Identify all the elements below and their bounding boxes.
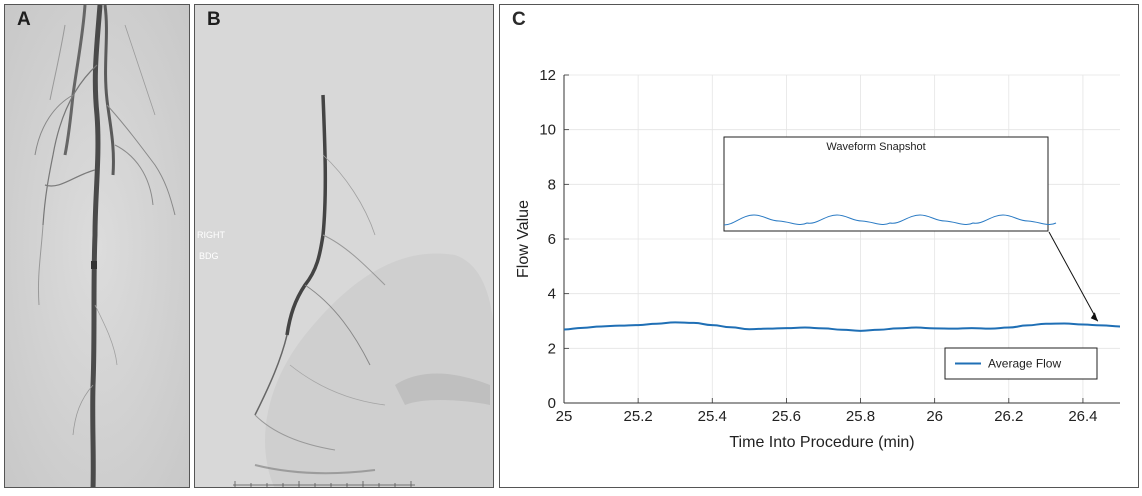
x-tick-label: 25 bbox=[556, 408, 573, 425]
x-tick-label: 26.2 bbox=[994, 408, 1023, 425]
y-tick-label: 10 bbox=[539, 122, 556, 139]
x-tick-label: 25.8 bbox=[846, 408, 875, 425]
y-tick-label: 6 bbox=[548, 231, 556, 248]
y-axis-label: Flow Value bbox=[515, 200, 532, 278]
y-tick-label: 4 bbox=[548, 286, 556, 303]
panel-a-angiogram: A bbox=[4, 4, 190, 488]
y-tick-label: 0 bbox=[548, 395, 556, 412]
inset-title: Waveform Snapshot bbox=[826, 141, 925, 153]
angiogram-image-a bbox=[5, 5, 189, 487]
y-tick-label: 8 bbox=[548, 176, 556, 193]
y-tick-label: 2 bbox=[548, 340, 556, 357]
panel-b-angiogram: B RIGHT BDG bbox=[194, 4, 494, 488]
panel-c-label: C bbox=[512, 9, 526, 30]
inset-box bbox=[723, 136, 1049, 232]
inset-waveform bbox=[723, 214, 1057, 226]
x-axis-label: Time Into Procedure (min) bbox=[729, 434, 914, 451]
series-line-average-flow bbox=[563, 321, 1121, 332]
legend-label: Average Flow bbox=[988, 357, 1061, 371]
y-tick-label: 12 bbox=[539, 67, 556, 84]
x-tick-label: 25.6 bbox=[772, 408, 801, 425]
inset-arrow-head bbox=[1090, 312, 1098, 322]
x-tick-label: 26.4 bbox=[1068, 408, 1097, 425]
panel-a-label: A bbox=[17, 9, 31, 30]
x-tick-label: 26 bbox=[926, 408, 943, 425]
flow-chart: 25 25.2 25.4 25.6 25.8 26 26.2 26.4 0 2 4 6 8 10 12 Tim… bbox=[515, 67, 1121, 451]
x-tick-label: 25.2 bbox=[624, 408, 653, 425]
x-tick-label: 25.4 bbox=[698, 408, 727, 425]
overlay-text-right: RIGHT bbox=[197, 230, 225, 240]
overlay-text-bdg: BDG bbox=[199, 251, 219, 261]
panel-c-chart: C 25 25.2 25.4 25.6 25.8 26 26.2 26.4 0 2 4 6 8 10 12 T… bbox=[499, 4, 1139, 488]
inset-arrow-line bbox=[1048, 231, 1099, 322]
angiogram-image-b bbox=[195, 5, 493, 487]
panel-b-label: B bbox=[207, 9, 221, 30]
